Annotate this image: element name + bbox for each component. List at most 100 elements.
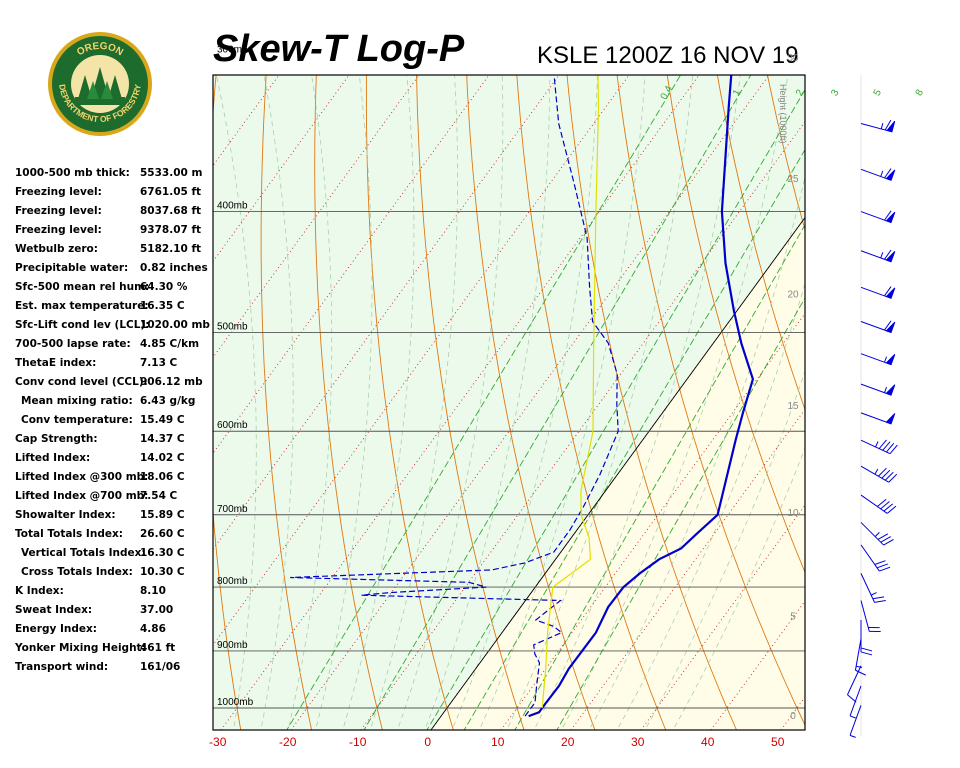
index-label: Freezing level: bbox=[15, 186, 102, 198]
dry-adiabat-line bbox=[566, 75, 737, 730]
height-tick-label: 25 bbox=[787, 174, 799, 185]
wind-barb-icon bbox=[860, 210, 896, 224]
index-value: 9378.07 ft bbox=[140, 224, 202, 236]
freezing-zone-shading bbox=[213, 75, 805, 730]
plot-area bbox=[0, 75, 805, 730]
index-label: Conv temperature: bbox=[21, 414, 133, 426]
index-row: Lifted Index: 14.02 C bbox=[15, 452, 215, 471]
mixing-ratio-label: 2 bbox=[794, 87, 807, 97]
moist-adiabat-line bbox=[342, 75, 415, 730]
index-row: Mean mixing ratio: 6.43 g/kg bbox=[15, 395, 215, 414]
index-value: 14.37 C bbox=[140, 433, 185, 445]
index-value: 6761.05 ft bbox=[140, 186, 202, 198]
index-row: K Index: 8.10 bbox=[15, 585, 215, 604]
index-row: Showalter Index: 15.89 C bbox=[15, 509, 215, 528]
index-value: 7.13 C bbox=[140, 357, 178, 369]
moist-adiabat-line bbox=[287, 75, 333, 730]
height-axis-label: Height (1000ft) bbox=[778, 84, 788, 144]
index-label: Freezing level: bbox=[15, 205, 102, 217]
moist-adiabat-line bbox=[533, 75, 741, 730]
index-label: K Index: bbox=[15, 585, 64, 597]
height-tick-label: 10 bbox=[787, 508, 799, 519]
wind-barb-icon bbox=[860, 383, 896, 396]
mixing-ratio-line bbox=[363, 75, 752, 730]
index-label: Sfc-Lift cond lev (LCL): bbox=[15, 319, 150, 331]
logo-top-text: OREGON bbox=[75, 41, 125, 58]
temperature-tick-label: 50 bbox=[771, 735, 785, 749]
temperature-tick-label: 10 bbox=[491, 735, 505, 749]
index-value: 15.89 C bbox=[140, 509, 185, 521]
index-label: Cap Strength: bbox=[15, 433, 98, 445]
wind-barb-icon bbox=[860, 619, 873, 656]
height-tick-label: 5 bbox=[790, 611, 796, 622]
index-row: Est. max temperature: 16.35 C bbox=[15, 300, 215, 319]
index-label: Energy Index: bbox=[15, 623, 97, 635]
index-label: Showalter Index: bbox=[15, 509, 116, 521]
temperature-profile-line bbox=[528, 75, 755, 718]
index-row: Lifted Index @700 mb: 7.54 C bbox=[15, 490, 215, 509]
wind-barb-icon bbox=[860, 412, 896, 425]
index-row: Freezing level: 6761.05 ft bbox=[15, 186, 215, 205]
mixing-ratio-label: 1 bbox=[731, 87, 744, 97]
pressure-label: 900mb bbox=[217, 640, 248, 651]
index-value: 1020.00 mb bbox=[140, 319, 210, 331]
parcel-profile-line bbox=[541, 75, 600, 709]
moist-adiabat-line bbox=[588, 175, 805, 730]
index-value: 6.43 g/kg bbox=[140, 395, 196, 407]
moist-adiabat-line bbox=[260, 75, 294, 730]
wind-barb-icon bbox=[860, 544, 891, 572]
temperature-tick-label: 20 bbox=[561, 735, 575, 749]
index-row: Vertical Totals Index: 16.30 C bbox=[15, 547, 215, 566]
mixing-ratio-label: 5 bbox=[872, 87, 885, 97]
wind-barb-icon bbox=[849, 705, 862, 738]
index-row: Energy Index: 4.86 bbox=[15, 623, 215, 642]
wind-barb-icon bbox=[860, 286, 896, 299]
temperature-tick-label: -30 bbox=[209, 735, 227, 749]
index-row: Precipitable water: 0.82 inches bbox=[15, 262, 215, 281]
moist-adiabat-line bbox=[424, 75, 551, 730]
index-value: 4.86 bbox=[140, 623, 166, 635]
index-value: 10.30 C bbox=[140, 566, 185, 578]
moist-adiabat-line bbox=[315, 75, 373, 730]
index-value: 16.35 C bbox=[140, 300, 185, 312]
pressure-label: 500mb bbox=[217, 321, 248, 332]
index-label: Sweat Index: bbox=[15, 604, 93, 616]
mixing-ratio-label: 3 bbox=[829, 88, 842, 98]
dry-adiabat-line bbox=[767, 75, 805, 232]
index-value: 461 ft bbox=[140, 642, 176, 654]
index-value: 0.82 inches bbox=[140, 262, 208, 274]
index-value: 4.85 C/km bbox=[140, 338, 200, 350]
pressure-label: 600mb bbox=[217, 420, 248, 431]
index-label: Est. max temperature: bbox=[15, 300, 149, 312]
dry-adiabat-line bbox=[466, 75, 596, 730]
index-label: Freezing level: bbox=[15, 224, 102, 236]
index-label: Lifted Index @700 mb: bbox=[15, 490, 149, 502]
index-row: Lifted Index @300 mb: 18.06 C bbox=[15, 471, 215, 490]
oregon-department-of-forestry-logo: OREGON DEPARTMENT OF FORESTRY bbox=[47, 31, 153, 137]
index-value: 8.10 bbox=[140, 585, 166, 597]
index-row: Transport wind: 161/06 bbox=[15, 661, 215, 680]
index-row: Conv temperature: 15.49 C bbox=[15, 414, 215, 433]
moist-adiabat-line bbox=[216, 75, 257, 730]
dry-adiabat-line bbox=[365, 75, 454, 730]
wind-barb-icon bbox=[860, 249, 896, 263]
wind-barb-icon bbox=[860, 522, 894, 546]
zero-isotherm-line bbox=[430, 216, 805, 730]
index-label: Precipitable water: bbox=[15, 262, 129, 274]
wind-barb-icon bbox=[860, 439, 898, 455]
pressure-label: 300mb bbox=[217, 45, 248, 56]
wind-barb-icon bbox=[860, 119, 896, 133]
index-value: 8037.68 ft bbox=[140, 205, 202, 217]
index-label: Cross Totals Index: bbox=[21, 566, 133, 578]
index-value: 14.02 C bbox=[140, 452, 185, 464]
wind-barb-icon bbox=[860, 573, 886, 603]
index-value: 5182.10 ft bbox=[140, 243, 202, 255]
index-label: Vertical Totals Index: bbox=[21, 547, 146, 559]
isotherm-line bbox=[0, 75, 209, 730]
index-value: 906.12 mb bbox=[140, 376, 203, 388]
index-label: Wetbulb zero: bbox=[15, 243, 98, 255]
isotherm-line bbox=[0, 75, 69, 730]
wind-barb-icon bbox=[860, 465, 898, 483]
dry-adiabat-line bbox=[213, 75, 242, 730]
